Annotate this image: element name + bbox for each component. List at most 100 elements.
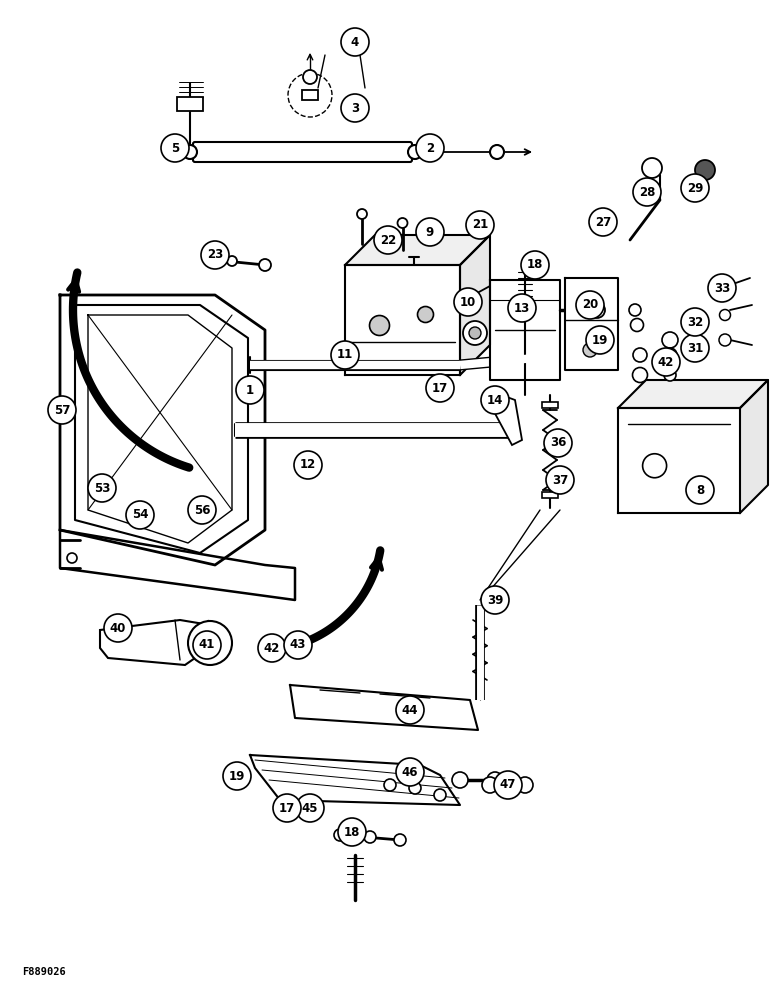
Circle shape — [631, 318, 644, 332]
Polygon shape — [618, 380, 768, 408]
Text: 10: 10 — [460, 296, 476, 308]
Text: 31: 31 — [687, 342, 703, 355]
Text: 14: 14 — [487, 393, 503, 406]
Circle shape — [719, 334, 731, 346]
Text: 28: 28 — [638, 186, 655, 198]
Polygon shape — [345, 235, 490, 265]
Circle shape — [482, 777, 498, 793]
Text: 27: 27 — [595, 216, 611, 229]
Polygon shape — [290, 685, 478, 730]
FancyBboxPatch shape — [302, 90, 318, 100]
Polygon shape — [345, 265, 460, 375]
Circle shape — [416, 218, 444, 246]
Circle shape — [188, 496, 216, 524]
Text: 40: 40 — [110, 621, 126, 635]
Polygon shape — [740, 380, 768, 513]
Circle shape — [284, 631, 312, 659]
Text: 23: 23 — [207, 248, 223, 261]
Circle shape — [452, 772, 468, 788]
Circle shape — [161, 134, 189, 162]
Circle shape — [236, 376, 264, 404]
Polygon shape — [485, 390, 522, 445]
Circle shape — [394, 834, 406, 846]
Circle shape — [576, 291, 604, 319]
Circle shape — [508, 294, 536, 322]
Text: 43: 43 — [290, 639, 306, 652]
Circle shape — [708, 274, 736, 302]
Circle shape — [341, 94, 369, 122]
Text: 42: 42 — [264, 642, 280, 654]
Text: 56: 56 — [194, 504, 210, 516]
Circle shape — [686, 476, 714, 504]
Circle shape — [398, 218, 408, 228]
Circle shape — [681, 334, 709, 362]
Circle shape — [183, 145, 197, 159]
Text: 19: 19 — [229, 770, 245, 782]
Circle shape — [633, 348, 647, 362]
Text: 2: 2 — [426, 141, 434, 154]
Circle shape — [202, 635, 218, 651]
Circle shape — [273, 794, 301, 822]
Circle shape — [434, 789, 446, 801]
Text: 8: 8 — [696, 484, 704, 496]
Circle shape — [258, 634, 286, 662]
Circle shape — [364, 831, 376, 843]
Text: 44: 44 — [401, 704, 418, 716]
FancyBboxPatch shape — [177, 97, 203, 111]
Polygon shape — [565, 278, 618, 370]
Circle shape — [193, 631, 221, 659]
Circle shape — [384, 779, 396, 791]
Circle shape — [481, 386, 509, 414]
Circle shape — [490, 145, 504, 159]
Circle shape — [632, 367, 648, 382]
Circle shape — [268, 646, 276, 654]
Circle shape — [517, 777, 533, 793]
Circle shape — [466, 211, 494, 239]
Circle shape — [259, 259, 271, 271]
Text: 3: 3 — [351, 102, 359, 114]
Circle shape — [104, 614, 132, 642]
Text: 22: 22 — [380, 233, 396, 246]
Text: 47: 47 — [499, 778, 516, 792]
Circle shape — [338, 818, 366, 846]
Circle shape — [126, 501, 154, 529]
Circle shape — [642, 454, 666, 478]
Circle shape — [418, 306, 434, 322]
Circle shape — [409, 782, 421, 794]
Polygon shape — [100, 620, 215, 665]
Text: 12: 12 — [300, 458, 316, 472]
Circle shape — [589, 208, 617, 236]
Text: 46: 46 — [401, 766, 418, 778]
Text: 4: 4 — [351, 35, 359, 48]
Circle shape — [544, 429, 572, 457]
Circle shape — [681, 174, 709, 202]
Circle shape — [296, 794, 324, 822]
Circle shape — [629, 304, 641, 316]
Text: 19: 19 — [592, 334, 608, 347]
Circle shape — [416, 134, 444, 162]
Polygon shape — [618, 408, 740, 513]
Circle shape — [494, 771, 522, 799]
Text: 37: 37 — [552, 474, 568, 487]
Circle shape — [67, 553, 77, 563]
Text: 42: 42 — [658, 356, 674, 368]
Polygon shape — [250, 755, 460, 805]
Circle shape — [481, 586, 509, 614]
Text: 45: 45 — [302, 802, 318, 814]
FancyBboxPatch shape — [193, 142, 412, 162]
Circle shape — [664, 369, 676, 381]
Circle shape — [331, 341, 359, 369]
Circle shape — [223, 762, 251, 790]
Text: 53: 53 — [94, 482, 110, 494]
Circle shape — [521, 251, 549, 279]
Circle shape — [294, 643, 302, 651]
Polygon shape — [460, 235, 490, 375]
Circle shape — [396, 696, 424, 724]
Circle shape — [88, 474, 116, 502]
Text: 17: 17 — [432, 381, 448, 394]
Text: 9: 9 — [426, 226, 434, 238]
Circle shape — [201, 241, 229, 269]
Text: 57: 57 — [54, 403, 70, 416]
Circle shape — [652, 348, 680, 376]
Circle shape — [583, 343, 597, 357]
